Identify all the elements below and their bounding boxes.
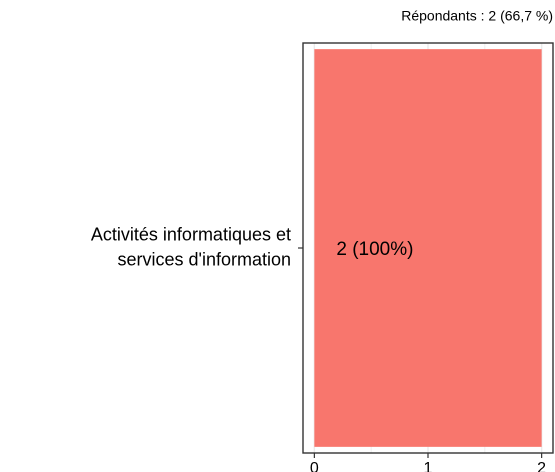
x-tick-label: 2 xyxy=(537,460,546,472)
x-tick-label: 0 xyxy=(310,460,319,472)
chart-subtitle: Répondants : 2 (66,7 %) xyxy=(401,8,553,24)
x-tick-label: 1 xyxy=(424,460,433,472)
panel-border xyxy=(302,42,554,454)
value-label: 2 (100%) xyxy=(336,239,413,260)
bar xyxy=(314,49,542,447)
y-tick-label: Activités informatiques et xyxy=(91,224,291,244)
y-tick-label: services d'information xyxy=(117,249,291,269)
